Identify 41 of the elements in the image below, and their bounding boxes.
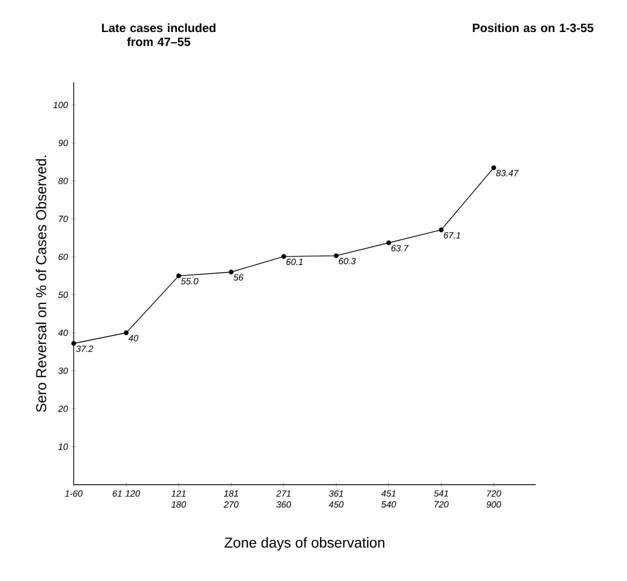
x-tick-label: 61 120	[112, 490, 140, 497]
data-label: 67.1	[444, 232, 460, 238]
x-tick-label: 181 270	[224, 490, 239, 508]
point	[124, 330, 129, 336]
x-axis-title: Zone days of observation	[224, 537, 384, 551]
data-label: 60.1	[286, 258, 303, 266]
y-tick-label: 50	[58, 292, 68, 298]
y-tick-label: 10	[58, 444, 68, 450]
data-label: 56	[234, 274, 244, 281]
data-label: 40	[128, 334, 138, 342]
point	[438, 227, 444, 232]
x-tick-label: 720 900	[486, 490, 502, 508]
point	[386, 240, 392, 246]
data-label: 83.47	[496, 170, 519, 176]
point	[281, 254, 286, 259]
x-tick-label: 361 450	[328, 490, 344, 508]
data-label: 63.7	[391, 244, 409, 252]
text: Late cases included from 47–55	[102, 23, 216, 46]
y-tick-label: 40	[58, 330, 68, 336]
data-label: 37.2	[76, 346, 94, 352]
y-tick-label: 70	[59, 216, 68, 222]
point	[71, 341, 76, 346]
y-tick-label: 30	[58, 368, 68, 374]
point	[228, 270, 234, 274]
data-label: 60.3	[338, 258, 356, 264]
y-tick-label: 100	[53, 102, 68, 108]
y-axis-title: Sero Reversal on % of Cases Observed.	[36, 156, 46, 412]
data-label: 55.0	[181, 278, 198, 284]
point	[334, 253, 339, 258]
point	[491, 165, 496, 170]
y-tick-label: 20	[58, 406, 68, 412]
point	[176, 273, 182, 278]
y-tick-label: 90	[58, 140, 68, 146]
text: Position as on 1-3-55	[472, 23, 594, 32]
x-tick-label: 451 540	[381, 490, 396, 508]
x-tick-label: 121 180	[171, 490, 186, 508]
x-tick-label: 1-60	[64, 490, 83, 497]
y-tick-label: 60	[58, 254, 68, 260]
x-tick-label: 271 360	[276, 490, 292, 508]
x-tick-label: 541 720	[434, 490, 449, 508]
y-tick-label: 80	[58, 178, 68, 184]
